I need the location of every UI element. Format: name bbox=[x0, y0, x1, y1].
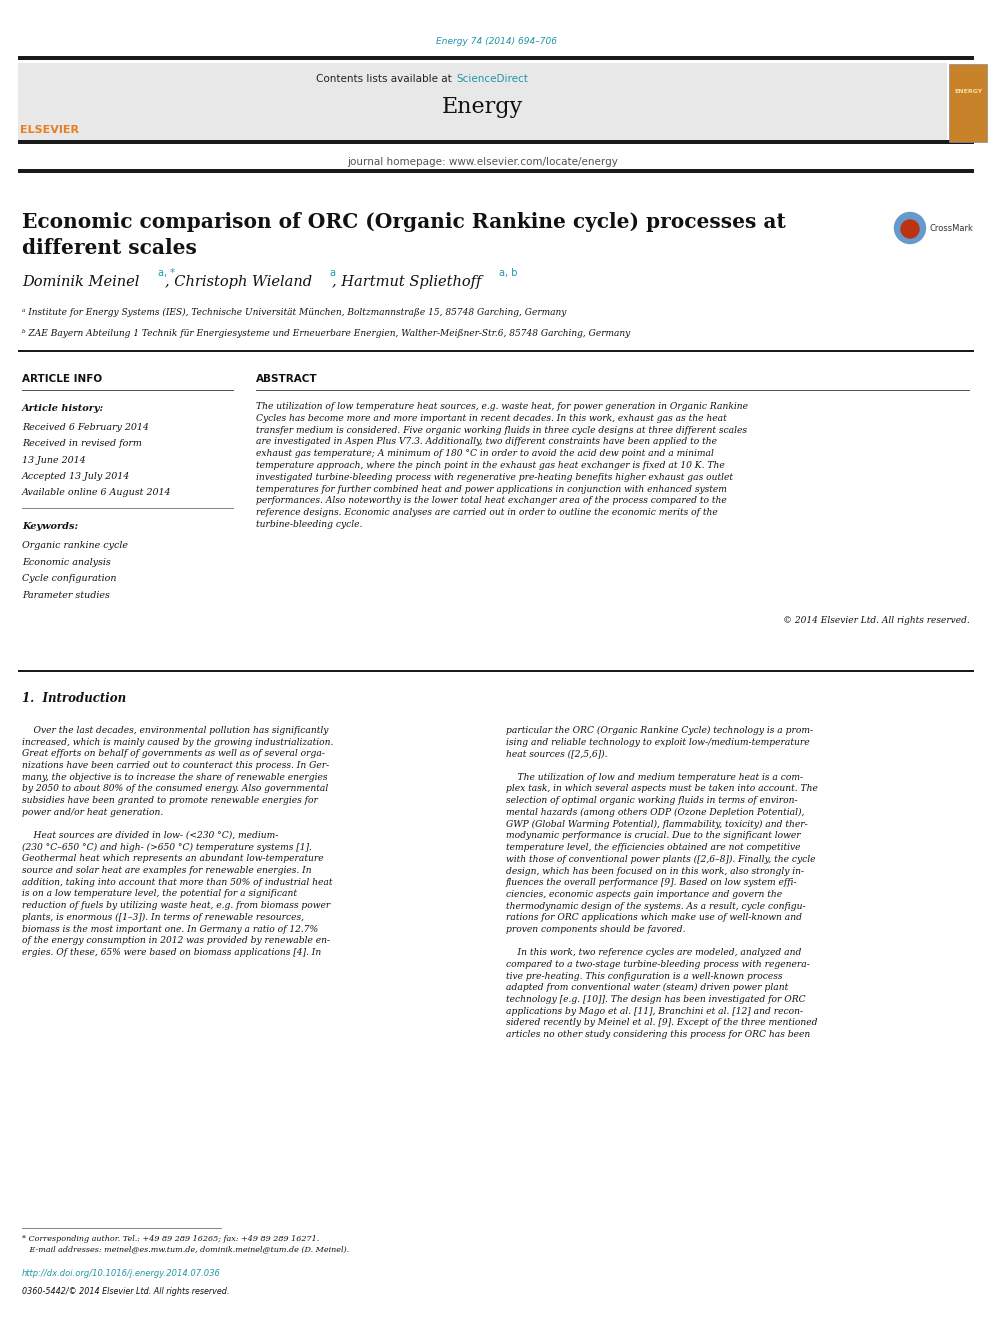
Text: ELSEVIER: ELSEVIER bbox=[20, 124, 79, 135]
Text: Available online 6 August 2014: Available online 6 August 2014 bbox=[22, 488, 172, 497]
Text: CrossMark: CrossMark bbox=[929, 225, 973, 233]
Text: ABSTRACT: ABSTRACT bbox=[256, 374, 317, 384]
Text: Energy 74 (2014) 694–706: Energy 74 (2014) 694–706 bbox=[435, 37, 557, 46]
Text: ARTICLE INFO: ARTICLE INFO bbox=[22, 374, 102, 384]
Text: Received 6 February 2014: Received 6 February 2014 bbox=[22, 423, 149, 433]
Text: Organic rankine cycle: Organic rankine cycle bbox=[22, 541, 128, 550]
Text: , Hartmut Spliethoff: , Hartmut Spliethoff bbox=[332, 275, 481, 288]
Text: , Christoph Wieland: , Christoph Wieland bbox=[165, 275, 312, 288]
Text: http://dx.doi.org/10.1016/j.energy.2014.07.036: http://dx.doi.org/10.1016/j.energy.2014.… bbox=[22, 1269, 221, 1278]
Text: particular the ORC (Organic Rankine Cycle) technology is a prom-
ising and relia: particular the ORC (Organic Rankine Cycl… bbox=[506, 726, 817, 1039]
Text: ENERGY: ENERGY bbox=[954, 89, 982, 94]
Bar bbox=[18, 64, 947, 142]
Text: ᵇ ZAE Bayern Abteilung 1 Technik für Energiesysteme und Erneuerbare Energien, Wa: ᵇ ZAE Bayern Abteilung 1 Technik für Ene… bbox=[22, 328, 630, 337]
Text: Accepted 13 July 2014: Accepted 13 July 2014 bbox=[22, 472, 130, 480]
Text: Parameter studies: Parameter studies bbox=[22, 590, 110, 599]
Text: The utilization of low temperature heat sources, e.g. waste heat, for power gene: The utilization of low temperature heat … bbox=[256, 402, 748, 529]
Bar bbox=[18, 349, 974, 352]
Text: Article history:: Article history: bbox=[22, 404, 104, 413]
Text: 1.  Introduction: 1. Introduction bbox=[22, 692, 126, 705]
Text: a: a bbox=[329, 269, 335, 278]
Bar bbox=[18, 56, 974, 60]
Text: Energy: Energy bbox=[441, 97, 523, 118]
Circle shape bbox=[901, 220, 919, 238]
Text: Dominik Meinel: Dominik Meinel bbox=[22, 275, 139, 288]
Text: * Corresponding author. Tel.: +49 89 289 16265; fax: +49 89 289 16271.
   E-mail: * Corresponding author. Tel.: +49 89 289… bbox=[22, 1234, 349, 1253]
Text: Cycle configuration: Cycle configuration bbox=[22, 574, 116, 583]
Circle shape bbox=[895, 213, 926, 243]
Text: 13 June 2014: 13 June 2014 bbox=[22, 455, 85, 464]
Text: ScienceDirect: ScienceDirect bbox=[456, 74, 529, 83]
Bar bbox=[949, 64, 987, 142]
Text: a, *: a, * bbox=[158, 269, 175, 278]
Bar bbox=[18, 169, 974, 173]
Text: Economic comparison of ORC (Organic Rankine cycle) processes at
different scales: Economic comparison of ORC (Organic Rank… bbox=[22, 212, 786, 258]
Text: Over the last decades, environmental pollution has significantly
increased, whic: Over the last decades, environmental pol… bbox=[22, 726, 333, 957]
Text: © 2014 Elsevier Ltd. All rights reserved.: © 2014 Elsevier Ltd. All rights reserved… bbox=[784, 617, 970, 624]
Bar bbox=[18, 669, 974, 672]
Text: Received in revised form: Received in revised form bbox=[22, 439, 142, 448]
Text: ᵃ Institute for Energy Systems (IES), Technische Universität München, Boltzmanns: ᵃ Institute for Energy Systems (IES), Te… bbox=[22, 307, 566, 316]
Text: a, b: a, b bbox=[499, 269, 518, 278]
Text: Economic analysis: Economic analysis bbox=[22, 557, 111, 566]
Bar bbox=[18, 139, 974, 144]
Text: 0360-5442/© 2014 Elsevier Ltd. All rights reserved.: 0360-5442/© 2014 Elsevier Ltd. All right… bbox=[22, 1287, 229, 1297]
Text: journal homepage: www.elsevier.com/locate/energy: journal homepage: www.elsevier.com/locat… bbox=[347, 157, 618, 167]
Text: Keywords:: Keywords: bbox=[22, 523, 78, 531]
Text: Contents lists available at: Contents lists available at bbox=[315, 74, 454, 83]
